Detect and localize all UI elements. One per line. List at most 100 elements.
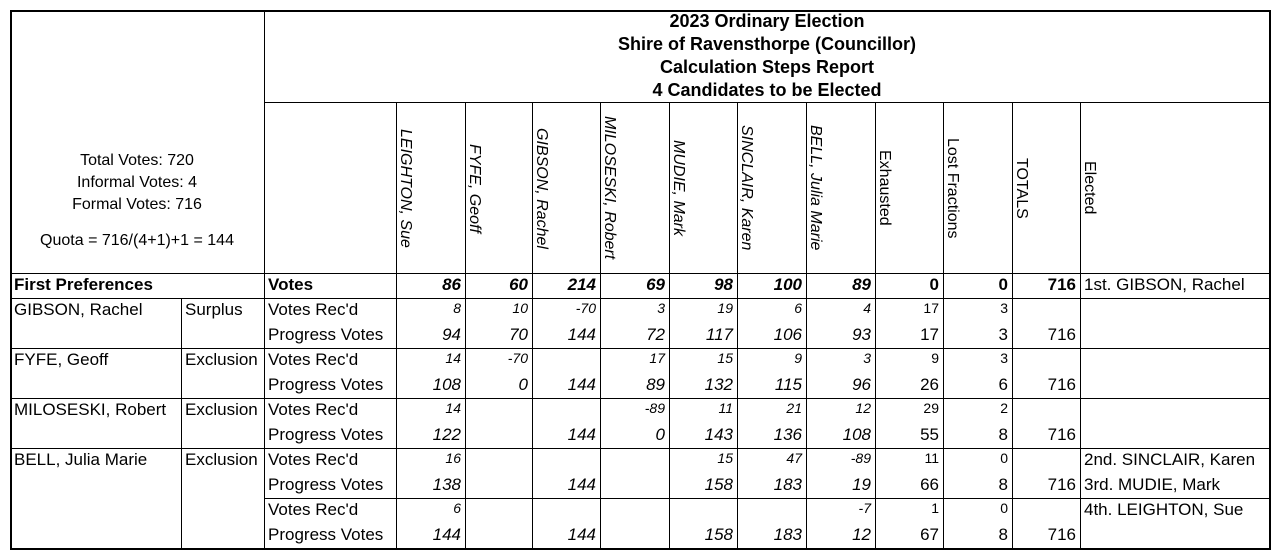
column-header: BELL, Julia Marie bbox=[806, 106, 875, 270]
progress-votes-label: Progress Votes bbox=[268, 525, 384, 544]
votes-recd-value: -89 bbox=[644, 400, 665, 416]
votes-recd-value: 12 bbox=[855, 400, 871, 416]
votes-recd-value: 29 bbox=[923, 400, 939, 416]
first-pref-value: 98 bbox=[714, 275, 733, 294]
progress-votes-value: 6 bbox=[998, 375, 1008, 394]
votes-recd-value: 6 bbox=[794, 300, 802, 316]
elected-entry: 2nd. SINCLAIR, Karen bbox=[1084, 450, 1256, 469]
progress-votes-value: 716 bbox=[1047, 425, 1076, 444]
column-header-label: GIBSON, Rachel bbox=[533, 127, 550, 249]
report-title: 2023 Ordinary Election Shire of Ravenstho… bbox=[264, 10, 1270, 102]
votes-recd-label: Votes Rec'd bbox=[268, 350, 359, 369]
progress-votes-value: 143 bbox=[704, 425, 733, 444]
first-pref-value: 0 bbox=[929, 275, 939, 294]
progress-votes-label: Progress Votes bbox=[268, 325, 384, 344]
progress-votes-value: 144 bbox=[432, 525, 461, 544]
progress-votes-value: 8 bbox=[998, 425, 1008, 444]
votes-recd-label: Votes Rec'd bbox=[268, 450, 359, 469]
votes-recd-value: 17 bbox=[923, 300, 939, 316]
progress-votes-value: 12 bbox=[852, 525, 871, 544]
votes-recd-value: -7 bbox=[858, 500, 871, 516]
column-header-label: MUDIE, Mark bbox=[670, 140, 687, 236]
column-header-elected: Elected bbox=[1080, 106, 1270, 270]
votes-recd-value: 8 bbox=[453, 300, 461, 316]
progress-votes-label: Progress Votes bbox=[268, 425, 384, 444]
grid-line bbox=[264, 10, 265, 273]
votes-recd-value: 0 bbox=[1000, 500, 1008, 516]
progress-votes-value: 132 bbox=[704, 375, 733, 394]
first-preferences-label: First Preferences bbox=[14, 275, 153, 294]
progress-votes-value: 8 bbox=[998, 475, 1008, 494]
votes-recd-value: 3 bbox=[657, 300, 665, 316]
grid-line bbox=[1012, 102, 1013, 548]
first-pref-value: 0 bbox=[998, 275, 1008, 294]
progress-votes-value: 70 bbox=[509, 325, 528, 344]
progress-votes-value: 144 bbox=[567, 525, 596, 544]
column-header: Exhausted bbox=[875, 106, 943, 270]
progress-votes-value: 138 bbox=[432, 475, 461, 494]
grid-line bbox=[1269, 10, 1271, 550]
votes-recd-value: 2 bbox=[1000, 400, 1008, 416]
votes-recd-value: 3 bbox=[1000, 300, 1008, 316]
votes-recd-value: 16 bbox=[445, 450, 461, 466]
votes-recd-value: 15 bbox=[717, 450, 733, 466]
progress-votes-value: 158 bbox=[704, 475, 733, 494]
column-header-label: TOTALS bbox=[1013, 157, 1030, 219]
summary-informal: Informal Votes: 4 bbox=[76, 174, 198, 191]
votes-recd-value: 6 bbox=[453, 500, 461, 516]
column-header: MILOSESKI, Robert bbox=[600, 106, 669, 270]
first-pref-value: 69 bbox=[646, 275, 665, 294]
progress-votes-value: 0 bbox=[655, 425, 665, 444]
grid-line bbox=[264, 498, 1271, 499]
column-header: Lost Fractions bbox=[943, 106, 1012, 270]
progress-votes-value: 144 bbox=[567, 325, 596, 344]
first-pref-value: 716 bbox=[1047, 275, 1076, 294]
progress-votes-value: 106 bbox=[773, 325, 802, 344]
progress-votes-value: 122 bbox=[432, 425, 461, 444]
progress-votes-value: 66 bbox=[920, 475, 939, 494]
grid-line bbox=[264, 102, 1271, 103]
progress-votes-value: 117 bbox=[705, 325, 733, 344]
progress-votes-value: 183 bbox=[773, 525, 802, 544]
votes-recd-value: 10 bbox=[512, 300, 528, 316]
grid-line bbox=[532, 102, 533, 548]
column-header: SINCLAIR, Karen bbox=[737, 106, 806, 270]
grid-line bbox=[10, 448, 1271, 449]
grid-line bbox=[600, 102, 601, 548]
column-header-label: MILOSESKI, Robert bbox=[601, 116, 618, 260]
grid-line bbox=[875, 102, 876, 548]
progress-votes-value: 93 bbox=[852, 325, 871, 344]
column-header-label: FYFE, Geoff bbox=[466, 143, 483, 233]
grid-line bbox=[396, 102, 397, 548]
column-header: TOTALS bbox=[1012, 106, 1080, 270]
votes-recd-value: 21 bbox=[786, 400, 802, 416]
votes-recd-value: -70 bbox=[575, 300, 596, 316]
progress-votes-value: 716 bbox=[1047, 375, 1076, 394]
progress-votes-value: 72 bbox=[646, 325, 665, 344]
progress-votes-value: 96 bbox=[852, 375, 871, 394]
grid-line bbox=[669, 102, 670, 548]
progress-votes-value: 67 bbox=[920, 525, 939, 544]
grid-line bbox=[1080, 102, 1081, 548]
round-candidate: MILOSESKI, Robert bbox=[14, 400, 167, 419]
votes-recd-value: -70 bbox=[507, 350, 528, 366]
grid-line bbox=[10, 398, 1271, 399]
votes-recd-value: 3 bbox=[1000, 350, 1008, 366]
progress-votes-value: 158 bbox=[704, 525, 733, 544]
votes-recd-value: 11 bbox=[924, 450, 939, 466]
round-candidate: GIBSON, Rachel bbox=[14, 300, 143, 319]
first-pref-value: 60 bbox=[509, 275, 528, 294]
progress-votes-label: Progress Votes bbox=[268, 375, 384, 394]
votes-recd-value: 0 bbox=[1000, 450, 1008, 466]
progress-votes-value: 716 bbox=[1047, 525, 1076, 544]
grid-line bbox=[806, 102, 807, 548]
column-header: FYFE, Geoff bbox=[465, 106, 532, 270]
column-header: MUDIE, Mark bbox=[669, 106, 737, 270]
progress-votes-value: 144 bbox=[567, 475, 596, 494]
grid-line bbox=[10, 10, 12, 550]
votes-recd-value: 11 bbox=[718, 400, 733, 416]
progress-votes-value: 8 bbox=[998, 525, 1008, 544]
summary-formal: Formal Votes: 716 bbox=[72, 196, 202, 213]
first-pref-value: 100 bbox=[773, 275, 802, 294]
vote-summary: Total Votes: 720 Informal Votes: 4 Formal … bbox=[10, 150, 264, 252]
